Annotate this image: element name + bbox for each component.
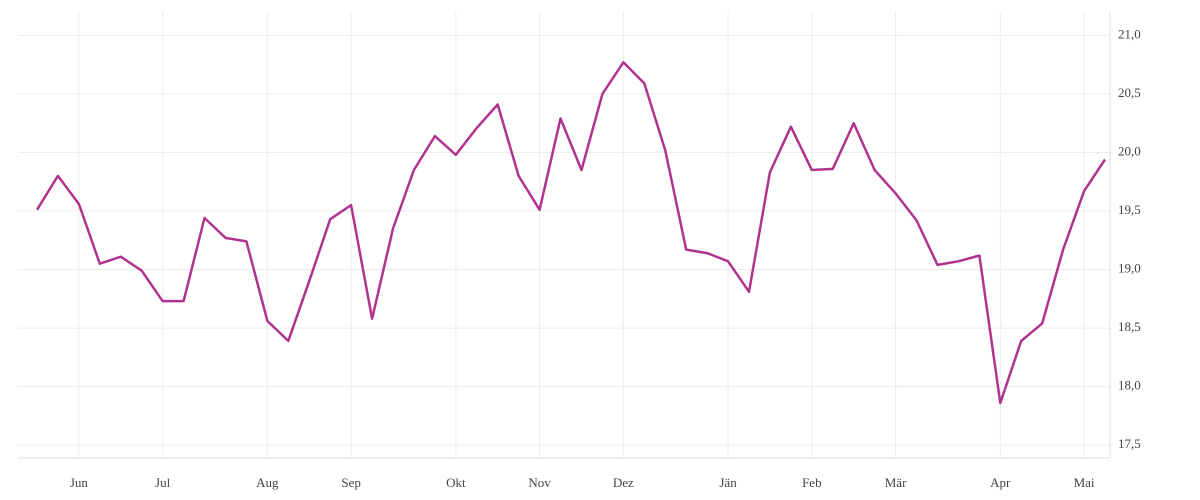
x-tick-label: Nov	[528, 475, 551, 490]
y-tick-label: 17,5	[1118, 436, 1141, 451]
x-tick-label: Aug	[256, 475, 279, 490]
x-tick-label: Feb	[802, 475, 822, 490]
data-line	[35, 61, 1107, 405]
y-tick-label: 19,5	[1118, 202, 1141, 217]
y-tick-label: 20,0	[1118, 143, 1141, 158]
y-tick-label: 19,0	[1118, 261, 1141, 276]
x-tick-label: Jun	[70, 475, 89, 490]
x-tick-label: Jul	[155, 475, 171, 490]
x-tick-label: Okt	[446, 475, 466, 490]
x-tick-label: Sep	[341, 475, 361, 490]
x-tick-label: Jän	[719, 475, 737, 490]
y-tick-label: 20,5	[1118, 85, 1141, 100]
x-tick-label: Dez	[613, 475, 634, 490]
x-tick-label: Mai	[1074, 475, 1095, 490]
y-tick-label: 18,5	[1118, 319, 1141, 334]
y-tick-label: 18,0	[1118, 378, 1141, 393]
x-tick-label: Mär	[885, 475, 907, 490]
x-tick-label: Apr	[990, 475, 1011, 490]
y-tick-label: 21,0	[1118, 26, 1141, 41]
